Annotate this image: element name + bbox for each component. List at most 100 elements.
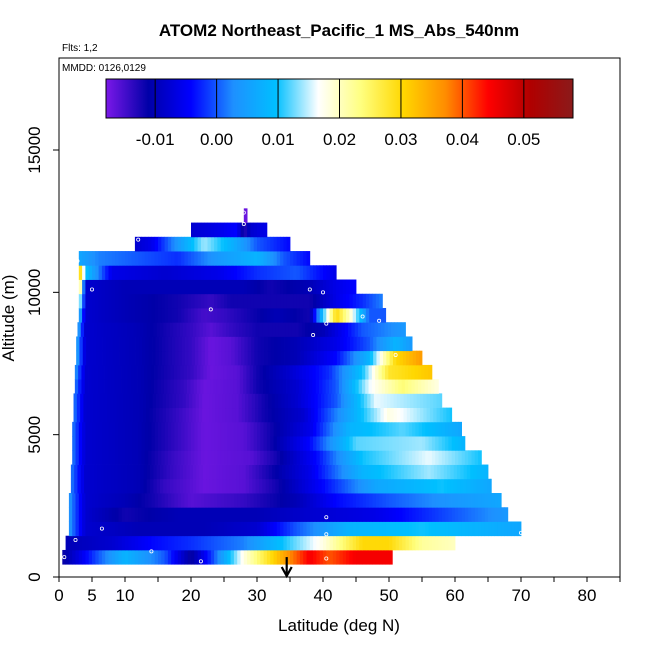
heatmap-cell bbox=[177, 307, 182, 323]
heatmap-cell bbox=[290, 507, 294, 522]
heatmap-cell bbox=[277, 336, 282, 352]
heatmap-cell bbox=[151, 521, 156, 537]
heatmap-cell bbox=[165, 336, 169, 352]
heatmap-cell bbox=[362, 293, 367, 309]
heatmap-cell bbox=[296, 436, 301, 451]
heatmap-cell bbox=[348, 379, 353, 394]
heatmap-cell bbox=[216, 379, 221, 394]
heatmap-cell bbox=[347, 393, 352, 409]
heatmap-cell bbox=[247, 265, 251, 280]
heatmap-cell bbox=[336, 421, 340, 437]
heatmap-cell bbox=[440, 478, 445, 494]
heatmap-cell bbox=[224, 507, 228, 522]
heatmap-cell bbox=[486, 478, 491, 494]
heatmap-cell bbox=[210, 222, 215, 238]
heatmap-cell bbox=[276, 279, 281, 295]
heatmap-cell bbox=[73, 407, 78, 423]
heatmap-cell bbox=[169, 464, 174, 480]
heatmap-cell bbox=[144, 436, 149, 451]
heatmap-cell bbox=[316, 535, 321, 551]
heatmap-cell bbox=[497, 493, 502, 508]
heatmap-cell bbox=[290, 493, 294, 508]
heatmap-cell bbox=[121, 436, 126, 451]
heatmap-cell bbox=[85, 549, 90, 565]
heatmap-cell bbox=[351, 478, 356, 494]
heatmap-cell bbox=[194, 493, 198, 508]
heatmap-cell bbox=[100, 322, 105, 337]
heatmap-cell bbox=[78, 521, 83, 537]
heatmap-cell bbox=[336, 450, 340, 465]
heatmap-cell bbox=[88, 307, 93, 323]
heatmap-cell bbox=[121, 379, 125, 394]
heatmap-cell bbox=[448, 421, 453, 437]
heatmap-cell bbox=[365, 364, 369, 380]
heatmap-cell bbox=[438, 507, 443, 522]
heatmap-cell bbox=[218, 407, 223, 423]
heatmap-cell bbox=[178, 336, 183, 352]
heatmap-cell bbox=[270, 493, 274, 508]
heatmap-cell bbox=[422, 436, 426, 451]
heatmap-cell bbox=[253, 436, 258, 451]
heatmap-cell bbox=[286, 279, 291, 295]
heatmap-cell bbox=[260, 535, 264, 551]
heatmap-cell bbox=[200, 521, 205, 537]
heatmap-cell bbox=[151, 507, 156, 522]
heatmap-cell bbox=[370, 393, 375, 409]
heatmap-cell bbox=[163, 364, 168, 380]
heatmap-cell bbox=[405, 450, 410, 465]
heatmap-cell bbox=[191, 450, 195, 465]
heatmap-cell bbox=[427, 379, 432, 394]
heatmap-cell bbox=[315, 379, 320, 394]
heatmap-cell bbox=[286, 507, 291, 522]
heatmap-cell bbox=[415, 450, 420, 465]
heatmap-cell bbox=[82, 493, 86, 508]
heatmap-cell bbox=[397, 322, 402, 337]
heatmap-cell bbox=[296, 450, 301, 465]
heatmap-cell bbox=[174, 450, 179, 465]
heatmap-cell bbox=[171, 421, 175, 437]
heatmap-cell bbox=[273, 507, 278, 522]
heatmap-cell bbox=[337, 393, 342, 409]
heatmap-cell bbox=[134, 279, 139, 295]
heatmap-cell bbox=[81, 364, 86, 380]
heatmap-cell bbox=[78, 251, 83, 266]
heatmap-cell bbox=[263, 236, 268, 252]
heatmap-cell bbox=[233, 535, 238, 551]
heatmap-cell bbox=[392, 521, 396, 537]
heatmap-cell bbox=[345, 379, 350, 394]
heatmap-cell bbox=[373, 407, 378, 423]
heatmap-cell bbox=[324, 393, 329, 409]
heatmap-cell bbox=[320, 350, 325, 366]
heatmap-cell bbox=[246, 364, 251, 380]
heatmap-cell bbox=[128, 251, 132, 266]
heatmap-cell bbox=[185, 393, 190, 409]
heatmap-cell bbox=[245, 322, 250, 337]
heatmap-cell bbox=[262, 464, 266, 480]
heatmap-cell bbox=[260, 265, 264, 280]
heatmap-cell bbox=[187, 279, 192, 295]
sample-marker bbox=[73, 537, 78, 542]
heatmap-cell bbox=[191, 549, 195, 565]
heatmap-cell bbox=[187, 236, 192, 252]
heatmap-cell bbox=[75, 521, 80, 537]
heatmap-cell bbox=[257, 265, 261, 280]
heatmap-cell bbox=[181, 493, 185, 508]
heatmap-cell bbox=[128, 265, 132, 280]
heatmap-cell bbox=[243, 293, 248, 309]
heatmap-cell bbox=[445, 521, 449, 537]
heatmap-cell bbox=[95, 350, 100, 366]
heatmap-cell bbox=[262, 322, 266, 337]
heatmap-cell bbox=[115, 450, 119, 465]
heatmap-cell bbox=[247, 507, 251, 522]
sample-marker bbox=[198, 559, 203, 564]
heatmap-cells bbox=[62, 208, 522, 565]
heatmap-cell bbox=[278, 393, 282, 409]
heatmap-cell bbox=[266, 265, 271, 280]
heatmap-cell bbox=[137, 364, 142, 380]
heatmap-cell bbox=[158, 450, 162, 465]
heatmap-cell bbox=[428, 450, 433, 465]
heatmap-cell bbox=[296, 507, 301, 522]
heatmap-cell bbox=[451, 436, 456, 451]
heatmap-cell bbox=[407, 464, 412, 480]
heatmap-cell bbox=[326, 493, 330, 508]
